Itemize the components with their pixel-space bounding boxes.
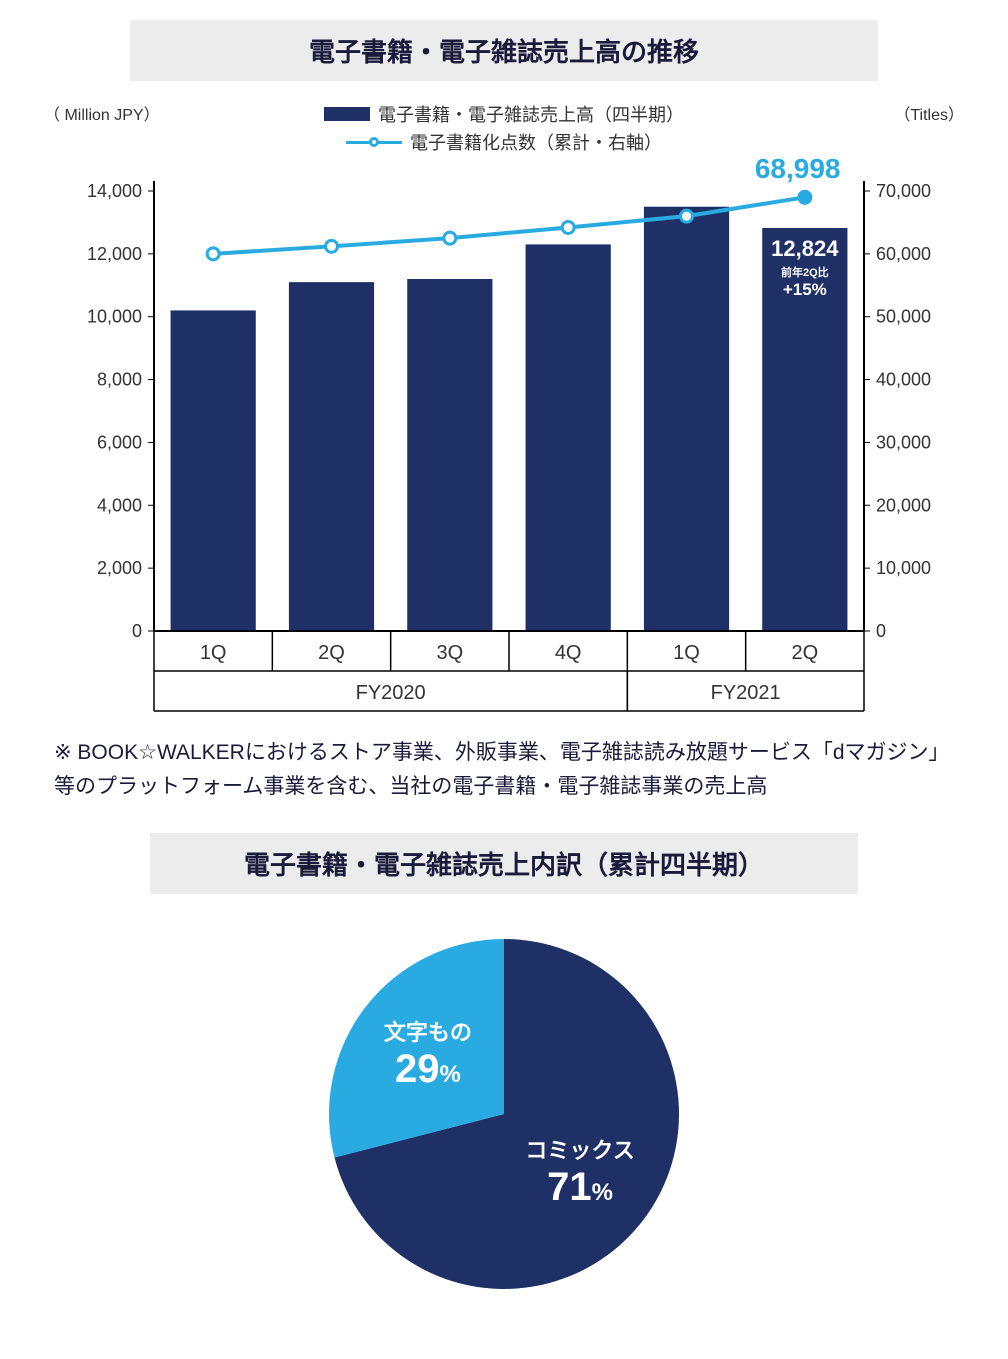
pie-pct-unit: % — [592, 1179, 613, 1206]
svg-text:20,000: 20,000 — [876, 495, 931, 515]
svg-text:8,000: 8,000 — [97, 370, 142, 390]
svg-text:14,000: 14,000 — [87, 181, 142, 201]
svg-text:3Q: 3Q — [436, 642, 463, 664]
svg-text:4Q: 4Q — [555, 642, 582, 664]
svg-text:60,000: 60,000 — [876, 244, 931, 264]
svg-text:50,000: 50,000 — [876, 307, 931, 327]
svg-text:FY2020: FY2020 — [356, 682, 426, 704]
svg-text:4,000: 4,000 — [97, 495, 142, 515]
svg-text:30,000: 30,000 — [876, 432, 931, 452]
pie-label-comics: コミックス 71% — [510, 1133, 650, 1210]
section1-title: 電子書籍・電子雑誌売上高の推移 — [130, 20, 878, 81]
svg-text:0: 0 — [132, 621, 142, 641]
legend-line-swatch — [346, 135, 402, 149]
chart-legend: 電子書籍・電子雑誌売上高（四半期） 電子書籍化点数（累計・右軸） — [44, 101, 964, 155]
y-right-axis-title: （Titles） — [894, 101, 964, 125]
legend-bar-label: 電子書籍・電子雑誌売上高（四半期） — [378, 101, 684, 127]
last-bar-sub1: 前年2Q比 — [760, 264, 850, 280]
svg-text:2Q: 2Q — [318, 642, 345, 664]
svg-text:2,000: 2,000 — [97, 558, 142, 578]
legend-line-label: 電子書籍化点数（累計・右軸） — [410, 129, 662, 155]
section2-title: 電子書籍・電子雑誌売上内訳（累計四半期） — [150, 833, 858, 894]
pie-pct-unit: % — [440, 1061, 461, 1088]
bar-line-chart-wrap: 電子書籍・電子雑誌売上高（四半期） 電子書籍化点数（累計・右軸） （ Milli… — [44, 101, 964, 726]
svg-text:1Q: 1Q — [673, 642, 700, 664]
pie-chart — [294, 914, 714, 1314]
pie-slice-pct: 29 — [395, 1047, 440, 1091]
legend-bar-swatch — [324, 107, 370, 121]
svg-text:0: 0 — [876, 621, 886, 641]
svg-text:12,000: 12,000 — [87, 244, 142, 264]
svg-text:6,000: 6,000 — [97, 432, 142, 452]
svg-text:10,000: 10,000 — [876, 558, 931, 578]
pie-slice-name: コミックス — [510, 1133, 650, 1165]
pie-chart-wrap: コミックス 71% 文字もの 29% — [44, 914, 964, 1319]
svg-text:FY2021: FY2021 — [711, 682, 781, 704]
pie-slice-name: 文字もの — [358, 1015, 498, 1047]
last-bar-annotation: 12,824 前年2Q比 +15% — [760, 236, 850, 300]
pie-label-text: 文字もの 29% — [358, 1015, 498, 1092]
svg-text:40,000: 40,000 — [876, 370, 931, 390]
section1-footnote: ※ BOOK☆WALKERにおけるストア事業、外販事業、電子雑誌読み放題サービス… — [44, 736, 964, 803]
line-end-callout: 68,998 — [755, 153, 841, 185]
last-bar-value: 12,824 — [760, 236, 850, 262]
svg-text:1Q: 1Q — [200, 642, 227, 664]
y-left-axis-title: （ Million JPY） — [44, 101, 160, 125]
last-bar-sub2: +15% — [760, 280, 850, 300]
svg-text:10,000: 10,000 — [87, 307, 142, 327]
svg-text:70,000: 70,000 — [876, 181, 931, 201]
svg-text:2Q: 2Q — [791, 642, 818, 664]
pie-slice-pct: 71 — [547, 1165, 592, 1209]
